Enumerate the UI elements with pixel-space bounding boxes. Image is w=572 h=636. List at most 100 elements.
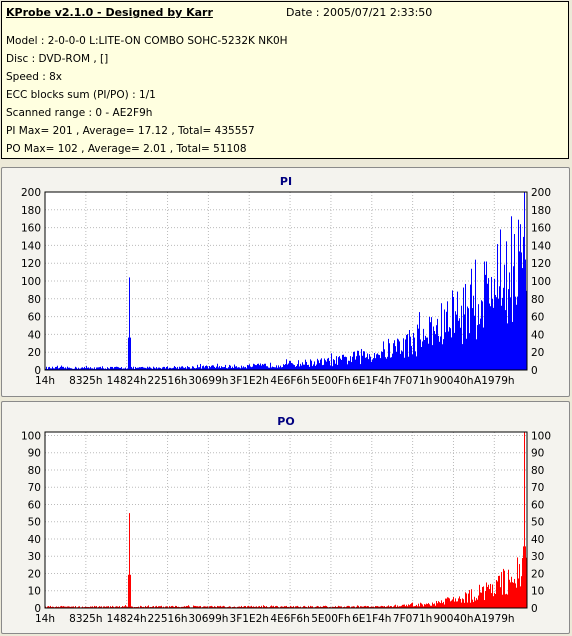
data-bar bbox=[271, 605, 272, 608]
data-bar bbox=[96, 606, 97, 608]
data-bar bbox=[502, 297, 503, 370]
data-bar bbox=[343, 354, 344, 370]
data-bar bbox=[255, 606, 256, 608]
data-bar bbox=[375, 606, 376, 608]
info-panel: KProbe v2.1.0 - Designed by Karr Date : … bbox=[1, 1, 569, 159]
data-bar bbox=[296, 366, 297, 370]
data-bar bbox=[510, 297, 511, 370]
data-bar bbox=[325, 605, 326, 608]
data-bar bbox=[211, 365, 212, 370]
data-bar bbox=[246, 368, 247, 370]
data-bar bbox=[113, 368, 114, 370]
data-bar bbox=[90, 606, 91, 608]
y-tick-label-left: 70 bbox=[28, 482, 41, 494]
data-bar bbox=[159, 367, 160, 370]
y-tick-label-right: 50 bbox=[531, 517, 544, 529]
data-bar bbox=[53, 368, 54, 370]
y-tick-label-left: 60 bbox=[28, 312, 41, 324]
data-bar bbox=[499, 575, 500, 608]
data-bar bbox=[442, 344, 443, 370]
y-tick-label-right: 40 bbox=[531, 534, 544, 546]
data-bar bbox=[338, 357, 339, 370]
data-bar bbox=[179, 366, 180, 370]
data-bar bbox=[171, 606, 172, 608]
data-bar bbox=[219, 606, 220, 608]
data-bar bbox=[320, 606, 321, 608]
y-tick-label-right: 70 bbox=[531, 482, 544, 494]
data-bar bbox=[350, 356, 351, 370]
y-tick-label-right: 0 bbox=[531, 365, 538, 377]
data-bar bbox=[210, 367, 211, 370]
data-bar bbox=[327, 606, 328, 608]
data-bar bbox=[112, 605, 113, 608]
data-bar bbox=[370, 356, 371, 370]
data-bar bbox=[94, 605, 95, 608]
data-bar bbox=[276, 365, 277, 370]
data-bar bbox=[187, 366, 188, 370]
data-bar bbox=[57, 365, 58, 370]
y-tick-label-right: 40 bbox=[531, 329, 544, 341]
data-bar bbox=[358, 605, 359, 608]
data-bar bbox=[405, 339, 406, 370]
data-bar bbox=[509, 579, 510, 608]
data-bar bbox=[233, 368, 234, 370]
data-bar bbox=[204, 606, 205, 608]
data-bar bbox=[205, 366, 206, 370]
data-bar bbox=[198, 606, 199, 608]
data-bar bbox=[349, 360, 350, 370]
data-bar bbox=[365, 357, 366, 370]
data-bar bbox=[414, 606, 415, 608]
data-bar bbox=[252, 366, 253, 370]
data-bar bbox=[367, 353, 368, 370]
data-bar bbox=[82, 606, 83, 608]
data-bar bbox=[298, 360, 299, 370]
data-bar bbox=[422, 604, 423, 608]
y-tick-label-left: 80 bbox=[28, 465, 41, 477]
data-bar bbox=[470, 284, 471, 370]
data-bar bbox=[106, 368, 107, 370]
data-bar bbox=[197, 606, 198, 608]
data-bar bbox=[56, 606, 57, 608]
data-bar bbox=[60, 606, 61, 608]
data-bar bbox=[474, 596, 475, 608]
data-bar bbox=[149, 366, 150, 370]
data-bar bbox=[478, 304, 479, 370]
data-bar bbox=[186, 605, 187, 608]
data-bar bbox=[97, 367, 98, 370]
y-tick-label-right: 10 bbox=[531, 586, 544, 598]
data-bar bbox=[485, 274, 486, 370]
data-bar bbox=[503, 287, 504, 370]
data-bar bbox=[161, 605, 162, 608]
data-bar bbox=[324, 606, 325, 608]
data-bar bbox=[323, 605, 324, 608]
data-bar bbox=[373, 358, 374, 370]
data-bar bbox=[502, 594, 503, 608]
data-bar bbox=[146, 606, 147, 608]
data-bar bbox=[371, 606, 372, 608]
data-bar bbox=[49, 366, 50, 370]
data-bar bbox=[340, 606, 341, 608]
data-bar bbox=[221, 366, 222, 370]
data-bar bbox=[105, 606, 106, 608]
data-bar bbox=[361, 606, 362, 608]
data-bar bbox=[263, 364, 264, 370]
data-bar bbox=[155, 606, 156, 608]
data-bar bbox=[525, 546, 526, 608]
data-bar bbox=[443, 601, 444, 608]
data-bar bbox=[455, 311, 456, 370]
data-bar bbox=[79, 368, 80, 370]
data-bar bbox=[196, 367, 197, 370]
data-bar bbox=[229, 606, 230, 608]
data-bar bbox=[104, 368, 105, 370]
data-bar bbox=[399, 341, 400, 370]
data-bar bbox=[288, 606, 289, 608]
data-bar bbox=[219, 366, 220, 370]
data-bar bbox=[175, 605, 176, 608]
data-bar bbox=[89, 368, 90, 370]
data-bar bbox=[300, 363, 301, 370]
data-bar bbox=[92, 368, 93, 370]
data-bar bbox=[432, 345, 433, 370]
data-bar bbox=[129, 513, 130, 608]
data-bar bbox=[348, 360, 349, 370]
data-bar bbox=[285, 364, 286, 370]
